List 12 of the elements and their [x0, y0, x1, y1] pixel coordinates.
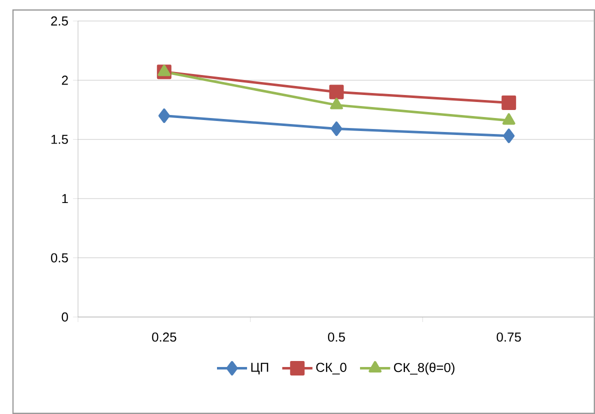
legend-label: СК_0: [316, 362, 346, 374]
x-tick-label: 0.75: [496, 332, 521, 342]
y-tick-label: 1: [62, 194, 68, 204]
x-tick-label: 0.5: [328, 332, 345, 342]
legend-label: СК_8(θ=0): [394, 362, 454, 375]
y-tick-label: 2: [62, 76, 68, 85]
x-tick-label: 0.25: [152, 332, 176, 342]
y-tick-label: 1.5: [51, 134, 68, 144]
legend-label: ЦП: [251, 362, 268, 374]
y-tick-label: 0: [62, 312, 68, 322]
y-tick-label: 2.5: [51, 16, 68, 26]
y-tick-label: 0.5: [50, 253, 68, 262]
